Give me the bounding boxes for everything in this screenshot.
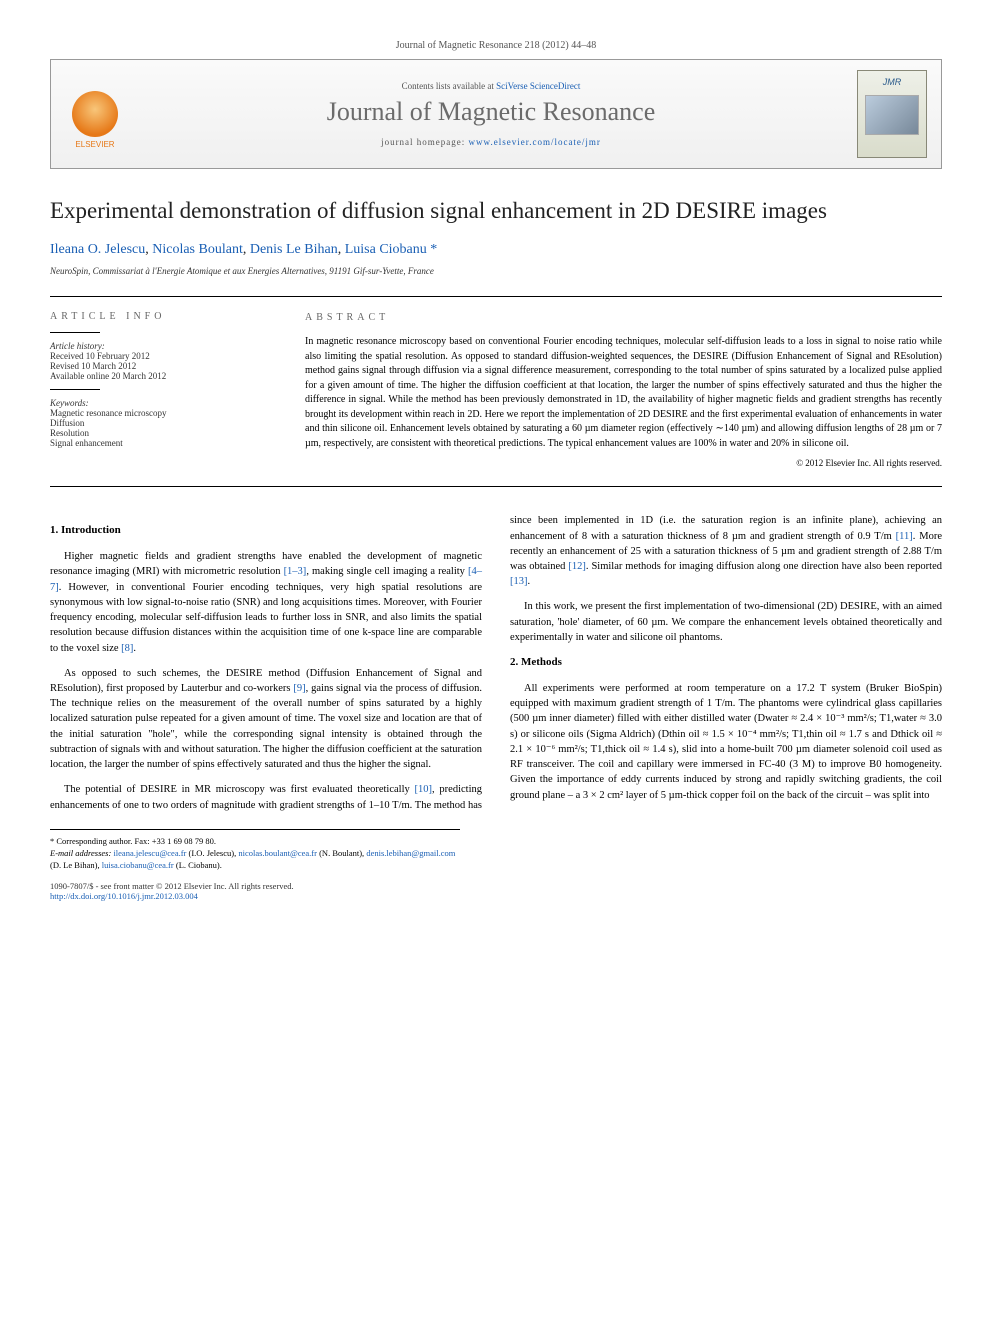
text-run: (L. Ciobanu). xyxy=(174,860,222,870)
journal-reference: Journal of Magnetic Resonance 218 (2012)… xyxy=(50,40,942,51)
author-list: Ileana O. Jelescu, Nicolas Boulant, Deni… xyxy=(50,242,942,258)
history-online: Available online 20 March 2012 xyxy=(50,371,275,381)
article-title: Experimental demonstration of diffusion … xyxy=(50,197,942,226)
history-received: Received 10 February 2012 xyxy=(50,351,275,361)
corresponding-marker[interactable]: * xyxy=(430,242,437,257)
body-columns: 1. Introduction Higher magnetic fields a… xyxy=(50,513,942,812)
section-heading: 2. Methods xyxy=(510,655,942,671)
email-link[interactable]: denis.lebihan@gmail.com xyxy=(366,848,455,858)
citation-link[interactable]: [13] xyxy=(510,576,528,587)
citation-link[interactable]: [1–3] xyxy=(284,566,307,577)
text-run: , gains signal via the process of diffus… xyxy=(50,683,482,770)
homepage-line: journal homepage: www.elsevier.com/locat… xyxy=(139,137,843,147)
journal-cover-thumb: JMR xyxy=(857,70,927,158)
text-run: , making single cell imaging a reality xyxy=(306,566,468,577)
homepage-prefix: journal homepage: xyxy=(381,137,468,147)
affiliation: NeuroSpin, Commissariat à l'Energie Atom… xyxy=(50,266,942,276)
citation-link[interactable]: [11] xyxy=(896,531,913,542)
header-center: Contents lists available at SciVerse Sci… xyxy=(139,81,843,147)
cover-image-icon xyxy=(865,95,919,135)
email-link[interactable]: luisa.ciobanu@cea.fr xyxy=(102,860,174,870)
email-link[interactable]: nicolas.boulant@cea.fr xyxy=(238,848,317,858)
citation-link[interactable]: [10] xyxy=(415,784,433,795)
keyword: Magnetic resonance microscopy xyxy=(50,408,275,418)
front-matter: 1090-7807/$ - see front matter © 2012 El… xyxy=(50,881,942,891)
text-run: . xyxy=(133,643,136,654)
doi-block: 1090-7807/$ - see front matter © 2012 El… xyxy=(50,881,942,901)
contents-line: Contents lists available at SciVerse Sci… xyxy=(139,81,843,91)
text-run: The potential of DESIRE in MR microscopy… xyxy=(64,784,415,795)
article-info: ARTICLE INFO Article history: Received 1… xyxy=(50,311,275,471)
author-link[interactable]: Luisa Ciobanu xyxy=(345,242,427,257)
email-link[interactable]: ileana.jelescu@cea.fr xyxy=(113,848,186,858)
author-link[interactable]: Nicolas Boulant xyxy=(152,242,243,257)
citation-link[interactable]: [9] xyxy=(293,683,305,694)
abstract: ABSTRACT In magnetic resonance microscop… xyxy=(305,311,942,471)
section-heading: 1. Introduction xyxy=(50,523,482,539)
keyword: Resolution xyxy=(50,428,275,438)
doi-link[interactable]: http://dx.doi.org/10.1016/j.jmr.2012.03.… xyxy=(50,891,198,901)
email-label: E-mail addresses: xyxy=(50,848,113,858)
email-line: E-mail addresses: ileana.jelescu@cea.fr … xyxy=(50,848,460,872)
publisher-name: ELSEVIER xyxy=(75,140,114,149)
paragraph: As opposed to such schemes, the DESIRE m… xyxy=(50,666,482,773)
homepage-link[interactable]: www.elsevier.com/locate/jmr xyxy=(469,137,601,147)
footnotes: * Corresponding author. Fax: +33 1 69 08… xyxy=(50,829,460,872)
paragraph: In this work, we present the first imple… xyxy=(510,599,942,645)
author-link[interactable]: Denis Le Bihan xyxy=(250,242,338,257)
citation-link[interactable]: [12] xyxy=(568,561,586,572)
text-run: (D. Le Bihan), xyxy=(50,860,102,870)
history-label: Article history: xyxy=(50,341,105,351)
journal-header: ELSEVIER Contents lists available at Sci… xyxy=(50,59,942,169)
info-abstract-row: ARTICLE INFO Article history: Received 1… xyxy=(50,296,942,488)
keyword: Signal enhancement xyxy=(50,438,275,448)
paragraph: Higher magnetic fields and gradient stre… xyxy=(50,549,482,656)
elsevier-logo: ELSEVIER xyxy=(65,79,125,149)
abstract-text: In magnetic resonance microscopy based o… xyxy=(305,335,942,451)
sciencedirect-link[interactable]: SciVerse ScienceDirect xyxy=(496,81,580,91)
citation-link[interactable]: [8] xyxy=(121,643,133,654)
elsevier-tree-icon xyxy=(72,91,118,137)
paragraph: All experiments were performed at room t… xyxy=(510,681,942,803)
abstract-copyright: © 2012 Elsevier Inc. All rights reserved… xyxy=(305,457,942,470)
abstract-head: ABSTRACT xyxy=(305,311,942,326)
text-run: . Similar methods for imaging diffusion … xyxy=(586,561,942,572)
article-info-head: ARTICLE INFO xyxy=(50,311,275,322)
cover-logo-text: JMR xyxy=(883,77,902,87)
history-revised: Revised 10 March 2012 xyxy=(50,361,275,371)
text-run: . However, in conventional Fourier encod… xyxy=(50,582,482,654)
text-run: . xyxy=(528,576,531,587)
journal-name: Journal of Magnetic Resonance xyxy=(139,97,843,127)
keyword: Diffusion xyxy=(50,418,275,428)
contents-prefix: Contents lists available at xyxy=(402,81,496,91)
keywords-label: Keywords: xyxy=(50,398,89,408)
text-run: (N. Boulant), xyxy=(317,848,366,858)
corresponding-note: * Corresponding author. Fax: +33 1 69 08… xyxy=(50,836,460,848)
text-run: (I.O. Jelescu), xyxy=(186,848,238,858)
author-link[interactable]: Ileana O. Jelescu xyxy=(50,242,145,257)
